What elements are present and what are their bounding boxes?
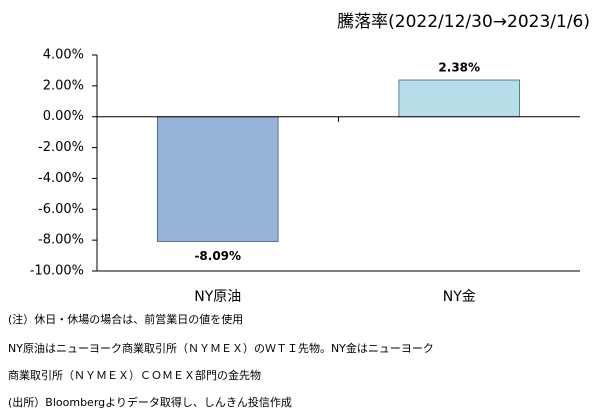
note: NY原油はニューヨーク商業取引所（ＮＹＭＥＸ）のＷＴＩ先物。NY金はニューヨーク [8, 341, 434, 355]
y-tick-label: -6.00% [38, 202, 84, 217]
value-label: 2.38% [438, 60, 480, 74]
note: (出所）Bloombergよりデータ取得し、しんきん投信作成 [8, 395, 292, 409]
y-tick-label: -8.00% [38, 233, 84, 248]
note: (注）休日・休場の場合は、前営業日の値を使用 [8, 312, 243, 326]
y-tick-label: 0.00% [43, 109, 84, 124]
note: 商業取引所（ＮＹＭＥＸ）ＣＯＭＥＸ部門の金先物 [8, 368, 261, 382]
y-tick-label: -4.00% [38, 171, 84, 186]
bar [156, 116, 279, 242]
y-tick-label: 4.00% [43, 48, 84, 63]
chart-title: 騰落率(2022/12/30→2023/1/6) [337, 12, 590, 32]
bar [398, 79, 521, 118]
y-tick-label: 2.00% [43, 78, 84, 93]
value-label: -8.09% [194, 249, 241, 263]
y-tick-label: -10.00% [30, 264, 84, 279]
y-tick-label: -2.00% [38, 140, 84, 155]
x-tick-label: NY原油 [194, 289, 241, 305]
x-tick-label: NY金 [443, 289, 476, 305]
